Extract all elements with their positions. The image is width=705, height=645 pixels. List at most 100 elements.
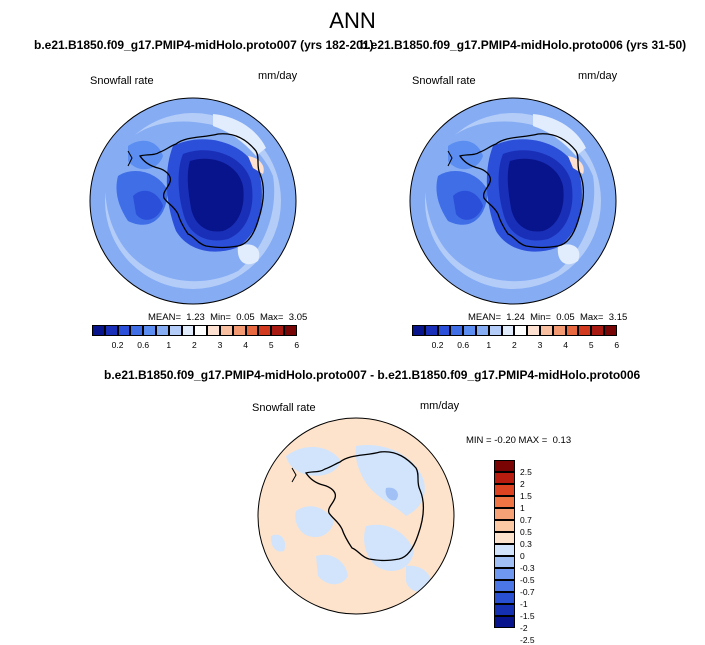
panel1-colorbar-tick-label: 0.2 [111, 340, 124, 350]
diff-colorbar-swatch [494, 616, 515, 628]
panel2-max-label: Max= [579, 312, 604, 323]
panel2-colorbar-swatch [412, 325, 425, 336]
panel1-colorbar-swatch [207, 325, 220, 336]
panel1-min-label: Min= [210, 312, 231, 323]
panel2-stats: MEAN= 1.24 Min= 0.05 Max= 3.15 [468, 312, 627, 323]
panel2-colorbar-swatch [463, 325, 476, 336]
panel2-polar-map [409, 97, 617, 305]
diff-colorbar [494, 460, 515, 628]
diff-panel-title: b.e21.B1850.f09_g17.PMIP4-midHolo.proto0… [104, 368, 641, 382]
diff-variable-label: Snowfall rate [252, 402, 316, 414]
panel1-colorbar-swatch [143, 325, 156, 336]
panel1-min-value: 0.05 [236, 312, 255, 323]
diff-colorbar-swatch [494, 472, 515, 484]
diff-min-label: MIN = [466, 435, 492, 446]
panel2-mean-label: MEAN= [468, 312, 501, 323]
diff-max-value: 0.13 [552, 435, 572, 446]
panel1-colorbar-swatch [104, 325, 118, 336]
panel1-colorbar-tick-label: 2 [192, 340, 197, 350]
panel2-colorbar-swatch [565, 325, 579, 336]
diff-colorbar-tick-label: 2 [520, 479, 525, 489]
panel2-colorbar-swatch [578, 325, 592, 336]
panel1-mean-label: MEAN= [148, 312, 181, 323]
diff-colorbar-tick-label: -0.3 [520, 563, 535, 573]
panel1-title: b.e21.B1850.f09_g17.PMIP4-midHolo.proto0… [34, 38, 374, 52]
panel1-colorbar-swatch [283, 325, 297, 336]
panel1-colorbar-swatch [258, 325, 272, 336]
diff-stats: MIN = -0.20 MAX = 0.13 [466, 435, 571, 446]
panel1-colorbar-swatch [155, 325, 169, 336]
diff-min-value: -0.20 [494, 435, 516, 446]
panel1-colorbar-swatch [92, 325, 105, 336]
diff-colorbar-tick-label: -2 [520, 623, 528, 633]
panel1-colorbar-swatch [194, 325, 208, 336]
panel2-colorbar-swatch [527, 325, 540, 336]
diff-colorbar-tick-label: -0.7 [520, 587, 535, 597]
diff-colorbar-swatch [494, 568, 515, 580]
panel1-colorbar-tick-label: 6 [294, 340, 300, 350]
panel1-variable-label: Snowfall rate [90, 75, 154, 87]
panel1-colorbar-swatch [168, 325, 182, 336]
diff-colorbar-tick-label: -0.5 [520, 575, 535, 585]
panel1-colorbar-swatch [181, 325, 195, 336]
panel2-colorbar-swatch [450, 325, 464, 336]
diff-colorbar-tick-label: 1.5 [520, 491, 532, 501]
diff-colorbar-tick-label: 0.7 [520, 515, 532, 525]
diff-colorbar-tick-label: 0.5 [520, 527, 532, 537]
panel2-colorbar-swatch [552, 325, 566, 336]
main-title: ANN [329, 8, 376, 33]
panel1-max-label: Max= [259, 312, 284, 323]
diff-colorbar-swatch [494, 544, 515, 556]
panel2-colorbar-tick-label: 0.6 [457, 340, 470, 350]
diff-colorbar-swatch [494, 484, 515, 496]
panel2-colorbar-tick-label: 4 [563, 340, 568, 350]
panel1-colorbar-tick-label: 4 [243, 340, 248, 350]
diff-colorbar-tick-label: 1 [520, 503, 525, 513]
diff-colorbar-tick-label: -1 [520, 599, 528, 609]
panel1-colorbar-tick-label: 1 [166, 340, 172, 350]
panel2-colorbar-swatch [591, 325, 604, 336]
panel1-colorbar-swatch [245, 325, 259, 336]
diff-colorbar-tick-label: -1.5 [520, 611, 535, 621]
panel1-colorbar-swatch [130, 325, 144, 336]
panel2-variable-label: Snowfall rate [412, 75, 476, 87]
panel2-units-label: mm/day [578, 70, 618, 82]
panel2-colorbar-swatch [539, 325, 553, 336]
panel2-colorbar-ticks: 0.2 0.6 1 2 3 4 5 6 [412, 340, 619, 352]
panel2-colorbar-tick-label: 1 [486, 340, 492, 350]
diff-colorbar-swatch [494, 496, 515, 508]
diff-colorbar-tick-label: 2.5 [520, 467, 532, 477]
diff-units-label: mm/day [420, 400, 460, 412]
diff-colorbar-swatch [494, 532, 515, 544]
panel2-colorbar-swatch [437, 325, 451, 336]
panel1-max-value: 3.05 [288, 312, 308, 323]
panel1-colorbar-tick-label: 3 [217, 340, 223, 350]
panel2-colorbar-tick-label: 3 [537, 340, 543, 350]
panel1-colorbar-swatch [117, 325, 131, 336]
panel2-colorbar-tick-label: 2 [512, 340, 517, 350]
panel2-colorbar-swatch [475, 325, 489, 336]
panel1-stats: MEAN= 1.23 Min= 0.05 Max= 3.05 [148, 312, 307, 323]
panel2-colorbar-swatch [514, 325, 528, 336]
diff-colorbar-swatch [494, 604, 515, 616]
panel2-colorbar-swatch [603, 325, 617, 336]
panel2-colorbar-swatch [488, 325, 502, 336]
diff-colorbar-swatch [494, 556, 515, 568]
panel1-colorbar-tick-label: 5 [268, 340, 274, 350]
panel1-colorbar-tick-label: 0.6 [137, 340, 150, 350]
diff-polar-map [257, 417, 455, 615]
panel1-colorbar-ticks: 0.2 0.6 1 2 3 4 5 6 [92, 340, 299, 352]
panel1-colorbar [92, 325, 297, 336]
diff-colorbar-swatch [494, 520, 515, 532]
panel2-colorbar-tick-label: 5 [588, 340, 594, 350]
diff-colorbar-tick-label: 0 [520, 551, 525, 561]
panel2-min-value: 0.05 [556, 312, 575, 323]
diff-colorbar-swatch [494, 508, 515, 520]
panel1-colorbar-swatch [271, 325, 284, 336]
panel2-colorbar [412, 325, 617, 336]
panel2-colorbar-swatch [424, 325, 438, 336]
diff-colorbar-swatch [494, 592, 515, 604]
panel1-units-label: mm/day [258, 70, 298, 82]
panel1-polar-map [89, 97, 297, 305]
panel1-colorbar-swatch [232, 325, 246, 336]
